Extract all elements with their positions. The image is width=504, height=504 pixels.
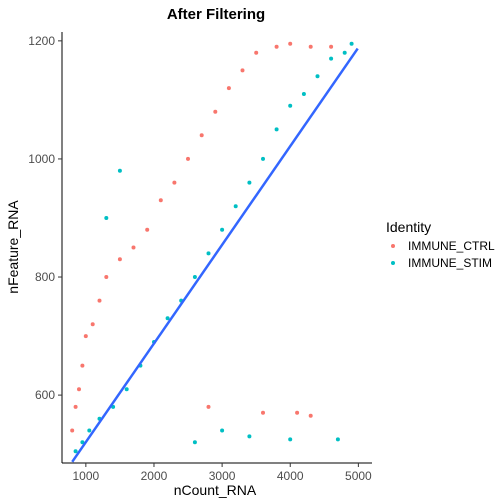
data-point-immune-stim	[288, 103, 293, 108]
data-point-immune-stim	[233, 204, 238, 209]
y-tick-label: 1000	[28, 152, 55, 166]
x-axis-ticks: 1000 2000 3000 4000 5000	[72, 463, 372, 483]
trend-layer	[71, 47, 359, 463]
data-point-immune-stim	[261, 156, 265, 161]
data-point-immune-stim	[206, 251, 211, 256]
data-point-immune-ctrl	[70, 428, 75, 433]
data-point-immune-stim	[124, 387, 129, 392]
x-tick-label: 1000	[72, 469, 99, 483]
data-point-immune-stim	[349, 41, 354, 46]
y-axis-title: nFeature_RNA	[5, 200, 21, 294]
data-point-immune-stim	[220, 428, 225, 433]
x-tick-label: 3000	[209, 469, 236, 483]
y-tick-label: 1200	[28, 34, 55, 48]
data-point-immune-stim	[342, 50, 347, 55]
data-point-immune-ctrl	[288, 41, 293, 46]
data-point-immune-ctrl	[329, 44, 334, 49]
x-tick-label: 2000	[141, 469, 168, 483]
data-point-immune-ctrl	[199, 133, 204, 138]
data-point-immune-stim	[301, 92, 306, 96]
data-point-immune-ctrl	[213, 109, 218, 114]
data-point-immune-stim	[220, 227, 225, 232]
data-point-immune-ctrl	[83, 334, 88, 339]
legend-title: Identity	[386, 219, 431, 235]
y-tick-label: 600	[35, 388, 55, 402]
legend-label: IMMUNE_CTRL	[408, 239, 495, 253]
legend-label: IMMUNE_STIM	[408, 256, 492, 270]
data-point-immune-ctrl	[172, 180, 177, 185]
data-point-immune-stim	[87, 428, 92, 433]
data-point-immune-stim	[247, 434, 252, 439]
data-point-immune-stim	[335, 437, 340, 442]
y-tick-label: 800	[35, 270, 55, 284]
legend: Identity IMMUNE_CTRL IMMUNE_STIM	[386, 219, 495, 270]
data-point-immune-stim	[165, 316, 170, 321]
data-point-immune-ctrl	[90, 322, 95, 327]
data-point-immune-stim	[192, 275, 197, 279]
data-point-immune-ctrl	[117, 257, 122, 262]
legend-key	[391, 244, 395, 248]
y-axis-ticks: 600 800 1000 1200	[28, 34, 62, 402]
data-point-immune-stim	[192, 440, 197, 445]
data-point-immune-ctrl	[261, 410, 265, 415]
x-axis-title: nCount_RNA	[174, 482, 257, 498]
points-layer	[70, 41, 354, 454]
x-tick-label: 5000	[345, 469, 372, 483]
data-point-immune-stim	[329, 56, 334, 61]
data-point-immune-ctrl	[308, 44, 313, 49]
data-point-immune-ctrl	[186, 156, 190, 161]
data-point-immune-ctrl	[145, 227, 150, 232]
data-point-immune-ctrl	[295, 410, 300, 415]
data-point-immune-stim	[73, 449, 78, 454]
data-point-immune-ctrl	[308, 413, 313, 418]
data-point-immune-ctrl	[73, 404, 78, 409]
data-point-immune-ctrl	[97, 298, 102, 303]
data-point-immune-ctrl	[226, 86, 231, 91]
data-point-immune-stim	[247, 180, 252, 185]
data-point-immune-stim	[104, 216, 109, 220]
data-point-immune-ctrl	[206, 404, 211, 409]
data-point-immune-stim	[315, 74, 320, 79]
legend-entries: IMMUNE_CTRL IMMUNE_STIM	[391, 239, 495, 270]
data-point-immune-ctrl	[254, 50, 259, 55]
data-point-immune-ctrl	[158, 198, 163, 203]
data-point-immune-ctrl	[104, 275, 109, 279]
legend-key	[391, 261, 395, 265]
data-point-immune-ctrl	[274, 44, 279, 49]
chart-title: After Filtering	[167, 6, 265, 23]
data-point-immune-stim	[288, 437, 293, 442]
x-tick-label: 4000	[277, 469, 304, 483]
data-point-immune-ctrl	[77, 387, 81, 392]
data-point-immune-ctrl	[131, 245, 136, 250]
data-point-immune-ctrl	[240, 68, 245, 73]
data-point-immune-stim	[117, 168, 122, 173]
trend-line	[71, 47, 359, 463]
data-point-immune-stim	[274, 127, 279, 132]
data-point-immune-ctrl	[80, 363, 85, 368]
data-point-immune-stim	[80, 440, 85, 445]
